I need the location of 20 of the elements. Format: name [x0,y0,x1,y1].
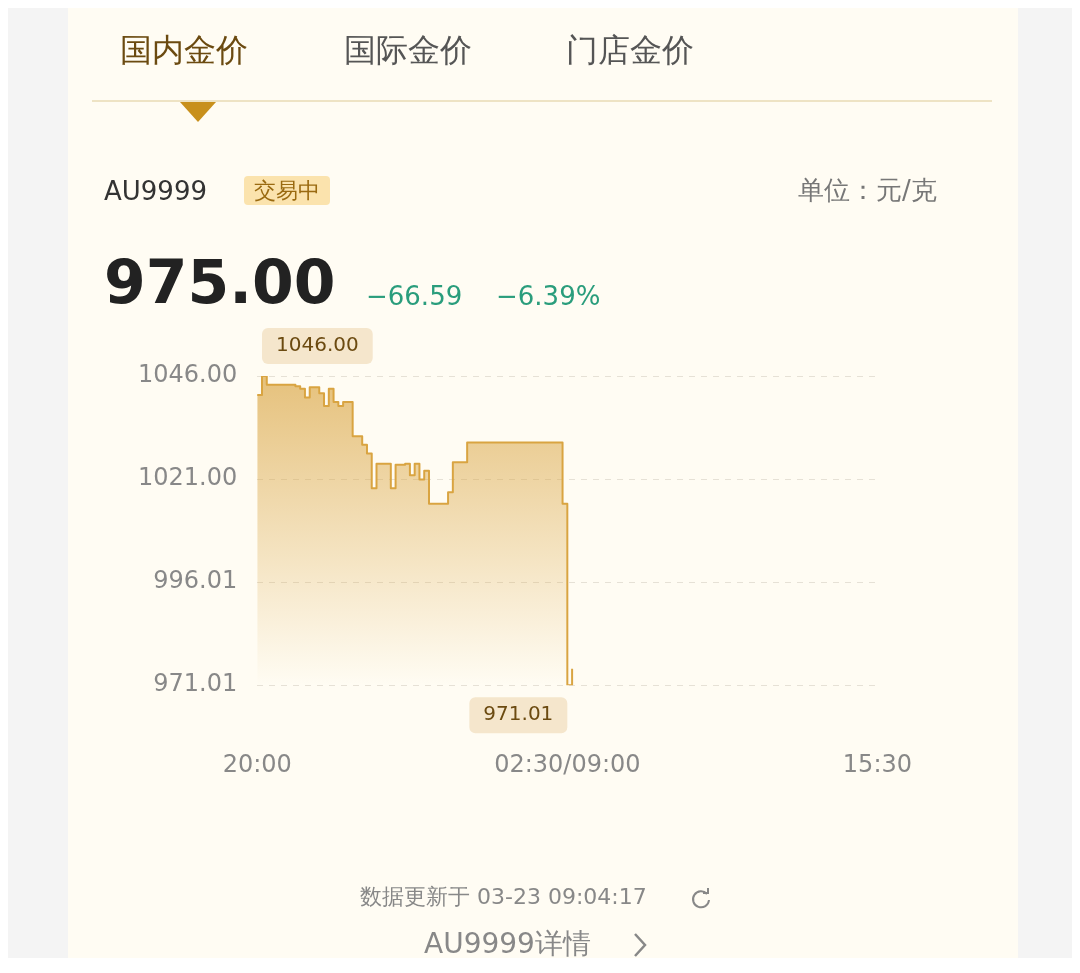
text: 数据更新于 03-23 09:04:17 [360,884,647,910]
y-tick-label: 971.01 [153,669,238,698]
text: 975.00 [104,247,336,317]
text: 国内金价 [120,31,248,69]
text: 国际金价 [344,31,472,69]
x-tick-label: 20:00 [222,749,292,778]
text: 交易中 [244,176,330,206]
text: 971.01 [483,701,554,726]
text: −66.59 [366,281,463,312]
x-tick-label: 02:30/09:00 [494,749,641,778]
text: 单位：元/克 [798,175,937,206]
text: 门店金价 [566,31,694,69]
y-tick-label: 1021.00 [138,463,238,492]
y-tick-label: 1046.00 [138,360,238,389]
y-tick-label: 996.01 [153,566,238,595]
text: −6.39% [496,281,601,312]
text: 1046.00 [276,332,359,357]
chart-title: AU9999 [104,176,207,206]
text: AU9999详情 [424,927,591,960]
x-tick-label: 15:30 [842,749,912,778]
